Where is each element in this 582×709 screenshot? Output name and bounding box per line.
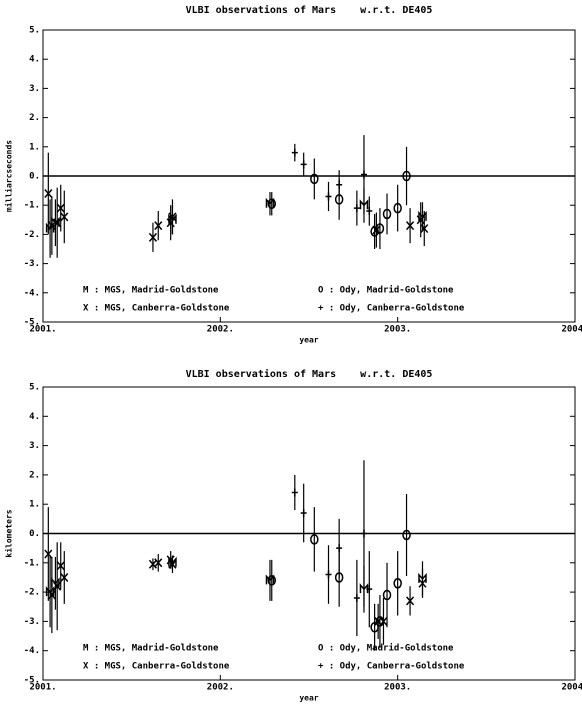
- marker-o: [382, 208, 392, 220]
- marker-plus: [291, 148, 298, 157]
- marker-plus: [325, 570, 332, 579]
- marker-plus: [353, 593, 360, 602]
- x-tick-label: 2003.: [384, 683, 411, 693]
- x-tick-label: 2002.: [207, 325, 234, 335]
- marker-m: [265, 574, 275, 585]
- legend-entry: O : Ody, Madrid-Goldstone: [318, 285, 454, 296]
- marker-o: [393, 202, 402, 214]
- marker-x: [154, 558, 163, 568]
- y-tick-label: 2.: [29, 113, 40, 123]
- y-tick-label: -3.: [24, 259, 40, 269]
- marker-plus: [366, 207, 373, 216]
- legend-entry: + : Ody, Canberra-Goldstone: [318, 304, 465, 314]
- marker-o: [382, 589, 392, 601]
- x-axis-label: year: [299, 694, 318, 703]
- marker-x: [168, 559, 177, 569]
- marker-x: [56, 561, 65, 571]
- marker-plus: [360, 529, 367, 538]
- marker-o: [310, 534, 319, 545]
- y-tick-label: -4.: [24, 646, 40, 656]
- marker-x: [44, 189, 53, 199]
- marker-o: [310, 173, 319, 185]
- y-axis-label: kilometers: [4, 509, 14, 557]
- marker-x: [44, 549, 53, 559]
- marker-o: [402, 529, 411, 541]
- marker-x: [47, 221, 56, 231]
- marker-x: [60, 212, 69, 222]
- x-tick-label: 2004.: [561, 325, 582, 335]
- y-tick-label: -5.: [24, 676, 40, 686]
- marker-x: [379, 616, 388, 626]
- marker-o: [402, 170, 411, 182]
- panel: VLBI observations of Mars w.r.t. DE405 5.…: [4, 368, 582, 703]
- marker-plus: [291, 488, 298, 497]
- marker-plus: [360, 170, 367, 179]
- marker-o: [267, 575, 277, 586]
- legend-entry: X : MGS, Canberra-Goldstone: [83, 304, 230, 314]
- marker-x: [53, 581, 62, 591]
- legend-entry: + : Ody, Canberra-Goldstone: [318, 662, 465, 672]
- x-tick-label: 2001.: [29, 325, 56, 335]
- panel: VLBI observations of Mars w.r.t. DE405 5.…: [4, 4, 582, 345]
- marker-x: [47, 590, 56, 600]
- y-tick-label: 1.: [29, 500, 40, 510]
- marker-plus: [353, 204, 360, 213]
- x-axis-label: year: [299, 336, 318, 345]
- y-tick-label: -5.: [24, 318, 40, 328]
- y-tick-label: -1.: [24, 558, 40, 568]
- marker-plus: [325, 192, 332, 201]
- marker-x: [372, 225, 381, 235]
- marker-plus: [336, 180, 343, 189]
- y-tick-label: 0.: [29, 172, 40, 182]
- marker-x: [53, 218, 62, 228]
- marker-m: [265, 197, 275, 208]
- marker-x: [60, 572, 69, 582]
- marker-x: [148, 232, 158, 242]
- chart-title: VLBI observations of Mars w.r.t. DE405: [186, 368, 433, 380]
- marker-x: [406, 221, 415, 231]
- y-axis-label: milliarcseconds: [4, 140, 14, 212]
- marker-x: [168, 212, 177, 222]
- legend-entry: M : MGS, Madrid-Goldstone: [83, 643, 219, 654]
- x-tick-label: 2002.: [207, 683, 234, 693]
- marker-plus: [300, 508, 307, 517]
- y-tick-label: 1.: [29, 142, 40, 152]
- marker-o: [393, 578, 402, 589]
- y-tick-label: -3.: [24, 617, 40, 627]
- marker-x: [406, 596, 415, 606]
- y-tick-label: 5.: [29, 26, 40, 36]
- marker-plus: [300, 160, 307, 169]
- x-tick-label: 2001.: [29, 683, 56, 693]
- marker-plus: [336, 544, 343, 553]
- legend-entry: X : MGS, Canberra-Goldstone: [83, 662, 230, 672]
- marker-o: [267, 198, 277, 209]
- marker-x: [416, 215, 425, 225]
- y-tick-label: -2.: [24, 588, 40, 598]
- marker-x: [420, 224, 429, 234]
- y-tick-label: -2.: [24, 230, 40, 240]
- marker-x: [154, 221, 163, 231]
- x-tick-label: 2004.: [561, 683, 582, 693]
- y-tick-label: 4.: [29, 412, 40, 422]
- marker-x: [56, 203, 65, 213]
- y-tick-label: -4.: [24, 288, 40, 298]
- legend-entry: M : MGS, Madrid-Goldstone: [83, 285, 219, 296]
- legend-entry: O : Ody, Madrid-Goldstone: [318, 643, 454, 654]
- y-tick-label: 4.: [29, 55, 40, 65]
- y-tick-label: 0.: [29, 529, 40, 539]
- y-tick-label: 3.: [29, 84, 40, 94]
- marker-plus: [366, 585, 373, 594]
- y-tick-label: -1.: [24, 201, 40, 211]
- x-tick-label: 2003.: [384, 325, 411, 335]
- y-tick-label: 5.: [29, 383, 40, 393]
- y-tick-label: 2.: [29, 470, 40, 480]
- chart-title: VLBI observations of Mars w.r.t. DE405: [186, 4, 433, 16]
- marker-x: [418, 578, 427, 588]
- y-tick-label: 3.: [29, 441, 40, 451]
